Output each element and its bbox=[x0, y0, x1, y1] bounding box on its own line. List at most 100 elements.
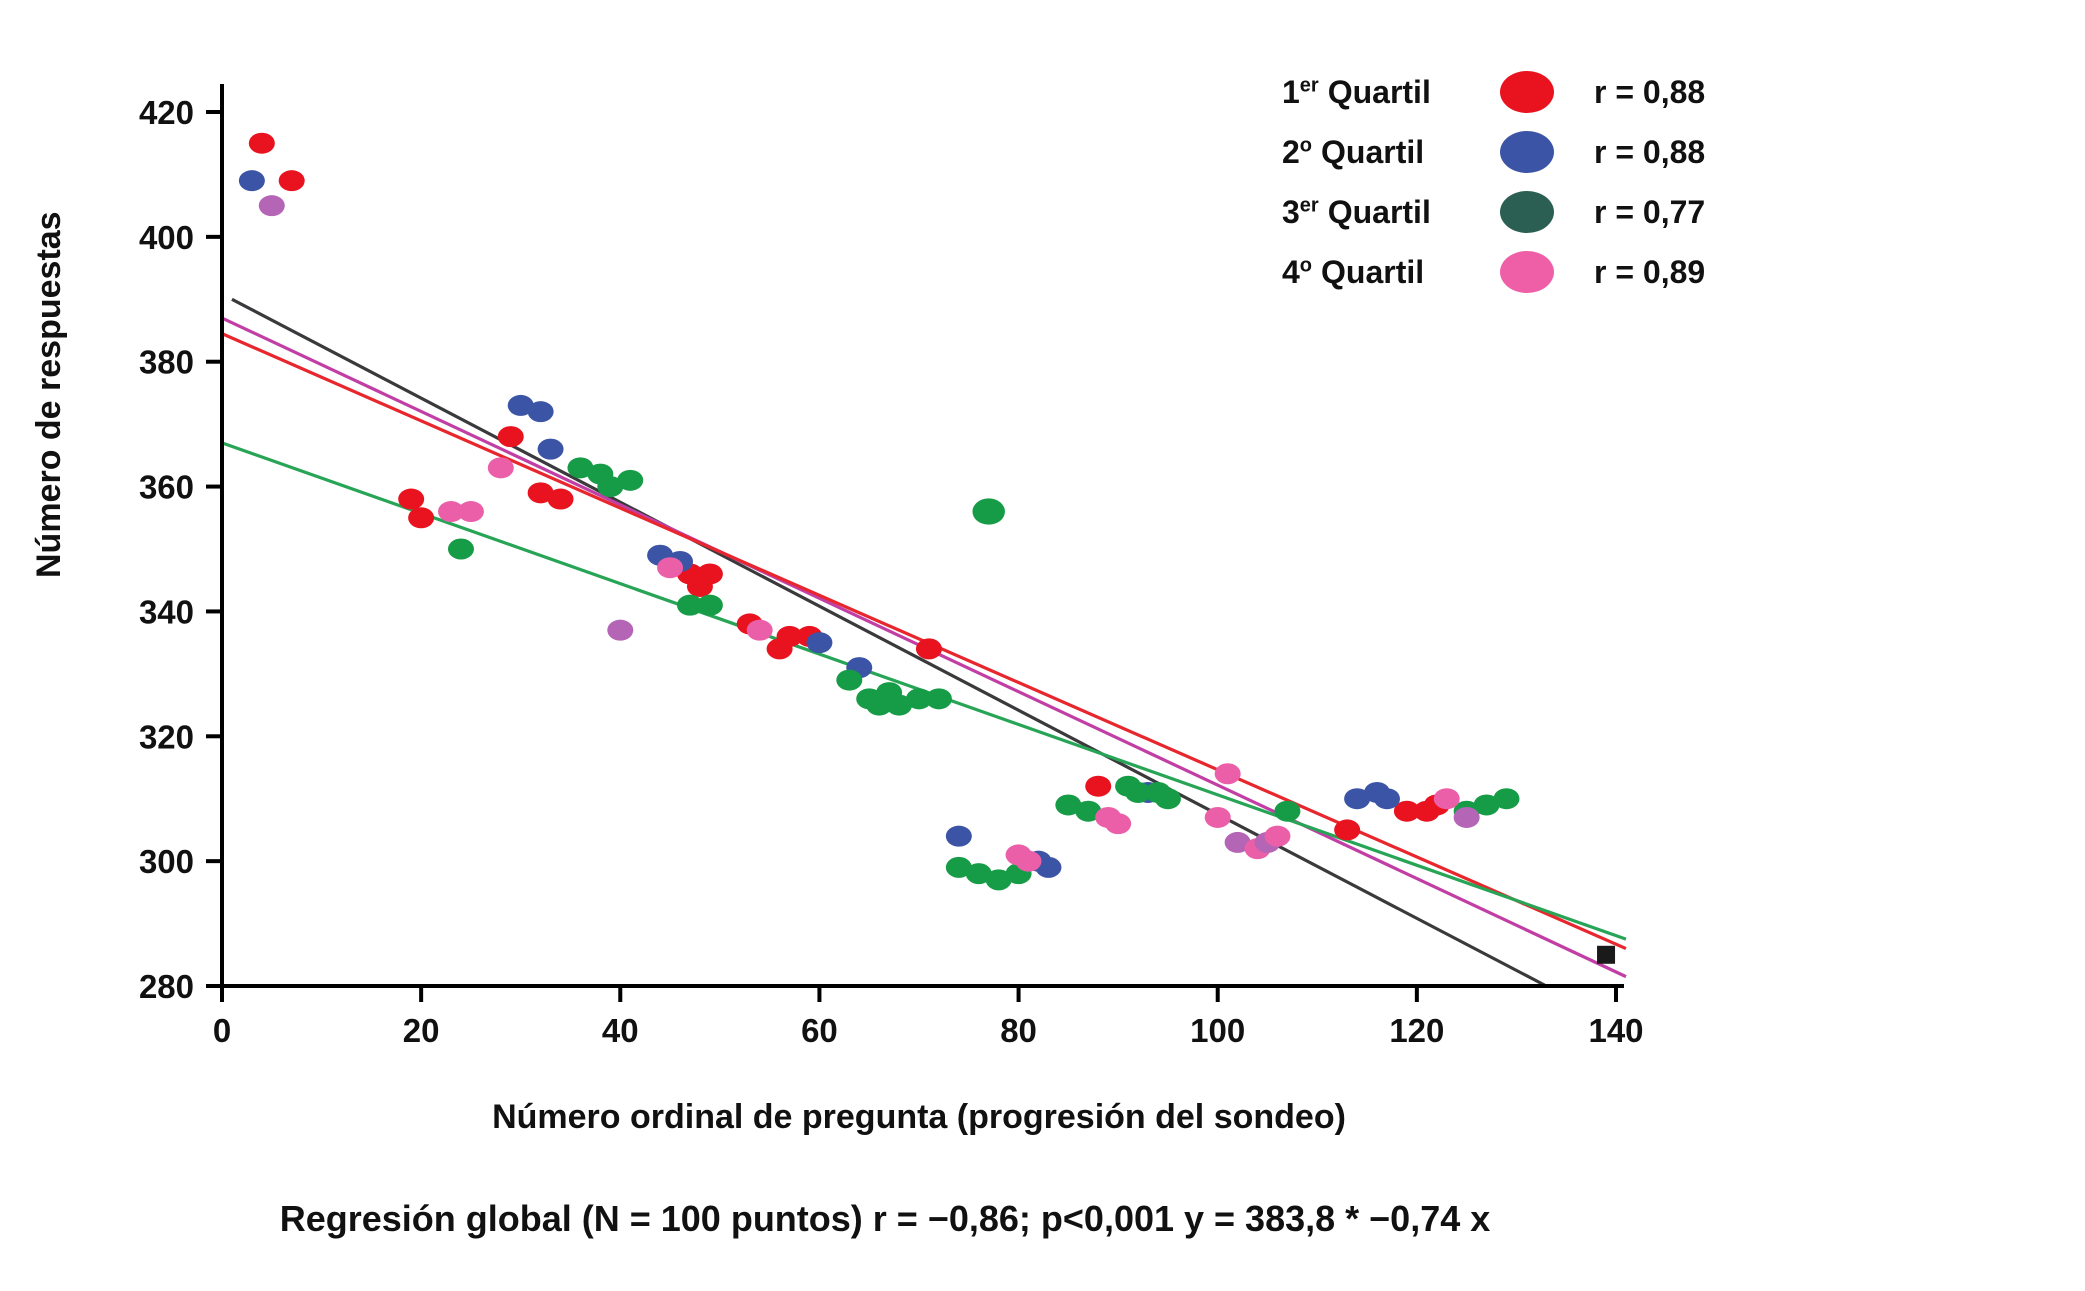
legend-swatch-quartile-4 bbox=[1500, 251, 1554, 293]
data-point bbox=[567, 457, 594, 479]
data-point bbox=[487, 457, 514, 479]
data-point bbox=[507, 394, 534, 416]
legend-label-quartile-3: 3er Quartil bbox=[1282, 194, 1500, 231]
data-point bbox=[1334, 819, 1361, 841]
legend-r-quartile-3: r = 0,77 bbox=[1594, 193, 1706, 230]
legend: 1er Quartil r = 0,88 2o Quartil r = 0,88 3… bbox=[1282, 62, 1922, 302]
data-point bbox=[1393, 800, 1420, 822]
data-point bbox=[657, 557, 684, 579]
data-point bbox=[1373, 788, 1400, 810]
x-tick-label: 140 bbox=[1588, 1012, 1643, 1049]
data-point bbox=[617, 469, 644, 491]
legend-sup: er bbox=[1299, 73, 1319, 96]
regression-caption: Regresión global (N = 100 puntos) r = −0… bbox=[279, 1198, 1491, 1239]
data-point bbox=[1125, 781, 1152, 803]
data-point bbox=[1015, 850, 1042, 872]
data-point bbox=[776, 625, 803, 647]
data-point bbox=[972, 498, 1005, 525]
data-point bbox=[1274, 800, 1301, 822]
data-point bbox=[806, 632, 833, 654]
legend-num: 1 bbox=[1282, 73, 1300, 110]
y-tick-label: 380 bbox=[139, 344, 194, 381]
x-tick-label: 40 bbox=[602, 1012, 639, 1049]
data-point bbox=[1344, 788, 1371, 810]
data-point bbox=[945, 825, 972, 847]
legend-sup: o bbox=[1299, 253, 1313, 276]
data-point bbox=[238, 170, 265, 192]
x-tick-label: 100 bbox=[1190, 1012, 1245, 1049]
y-tick-label: 400 bbox=[139, 219, 194, 256]
data-point bbox=[1224, 831, 1251, 853]
y-tick-label: 280 bbox=[139, 968, 194, 1005]
legend-label-quartile-4: 4o Quartil bbox=[1282, 254, 1500, 291]
legend-row-quartile-4: 4o Quartil r = 0,89 bbox=[1282, 242, 1922, 302]
legend-num: 4 bbox=[1282, 253, 1300, 290]
legend-sup: er bbox=[1299, 193, 1319, 216]
data-point bbox=[597, 476, 624, 498]
x-tick-label: 20 bbox=[403, 1012, 440, 1049]
data-point bbox=[886, 694, 913, 716]
data-point bbox=[1433, 788, 1460, 810]
data-point bbox=[1055, 794, 1082, 816]
data-point bbox=[438, 501, 465, 523]
legend-label-quartile-2: 2o Quartil bbox=[1282, 134, 1500, 171]
data-point bbox=[1453, 806, 1480, 828]
data-point bbox=[1214, 763, 1241, 785]
data-point bbox=[527, 482, 554, 504]
data-point bbox=[1204, 806, 1231, 828]
y-tick-label: 340 bbox=[139, 593, 194, 630]
data-point bbox=[278, 170, 305, 192]
y-tick-label: 360 bbox=[139, 469, 194, 506]
data-point bbox=[1154, 788, 1181, 810]
data-point bbox=[258, 195, 285, 217]
data-point bbox=[945, 856, 972, 878]
data-point bbox=[457, 501, 484, 523]
legend-swatch-quartile-1 bbox=[1500, 71, 1554, 113]
legend-swatch-quartile-2 bbox=[1500, 131, 1554, 173]
legend-sup: o bbox=[1299, 133, 1313, 156]
y-axis-title: Número de respuestas bbox=[30, 211, 68, 578]
data-point bbox=[248, 132, 275, 154]
data-point bbox=[1105, 813, 1132, 835]
legend-num: 2 bbox=[1282, 133, 1300, 170]
data-point bbox=[925, 688, 952, 710]
regression-dark bbox=[231, 297, 1548, 988]
data-point bbox=[1075, 800, 1102, 822]
x-tick-label: 120 bbox=[1389, 1012, 1444, 1049]
data-point bbox=[965, 863, 992, 885]
legend-swatch-quartile-3 bbox=[1500, 191, 1554, 233]
data-point bbox=[1473, 794, 1500, 816]
data-point bbox=[527, 401, 554, 423]
data-point bbox=[1264, 825, 1291, 847]
data-point bbox=[1035, 856, 1062, 878]
data-point bbox=[906, 688, 932, 710]
x-tick-label: 0 bbox=[213, 1012, 231, 1049]
data-point bbox=[696, 594, 723, 616]
data-point bbox=[497, 426, 524, 448]
data-point bbox=[836, 669, 863, 691]
data-point bbox=[1493, 788, 1520, 810]
legend-word: Quartil bbox=[1321, 133, 1425, 170]
legend-label-quartile-1: 1er Quartil bbox=[1282, 74, 1500, 111]
data-point bbox=[447, 538, 474, 560]
data-point-square bbox=[1597, 945, 1616, 964]
legend-r-quartile-1: r = 0,88 bbox=[1594, 73, 1706, 110]
data-point bbox=[398, 488, 425, 510]
x-tick-label: 60 bbox=[801, 1012, 838, 1049]
legend-r-quartile-4: r = 0,89 bbox=[1594, 253, 1706, 290]
data-point bbox=[408, 507, 435, 529]
y-tick-label: 320 bbox=[139, 718, 194, 755]
data-point bbox=[985, 869, 1012, 891]
data-point bbox=[1085, 775, 1112, 797]
data-point bbox=[696, 563, 723, 585]
legend-word: Quartil bbox=[1327, 73, 1431, 110]
legend-r-quartile-2: r = 0,88 bbox=[1594, 133, 1706, 170]
legend-row-quartile-2: 2o Quartil r = 0,88 bbox=[1282, 122, 1922, 182]
legend-word: Quartil bbox=[1327, 193, 1431, 230]
y-tick-label: 420 bbox=[139, 94, 194, 131]
data-point bbox=[746, 619, 773, 641]
legend-num: 3 bbox=[1282, 193, 1300, 230]
data-point bbox=[547, 488, 574, 510]
